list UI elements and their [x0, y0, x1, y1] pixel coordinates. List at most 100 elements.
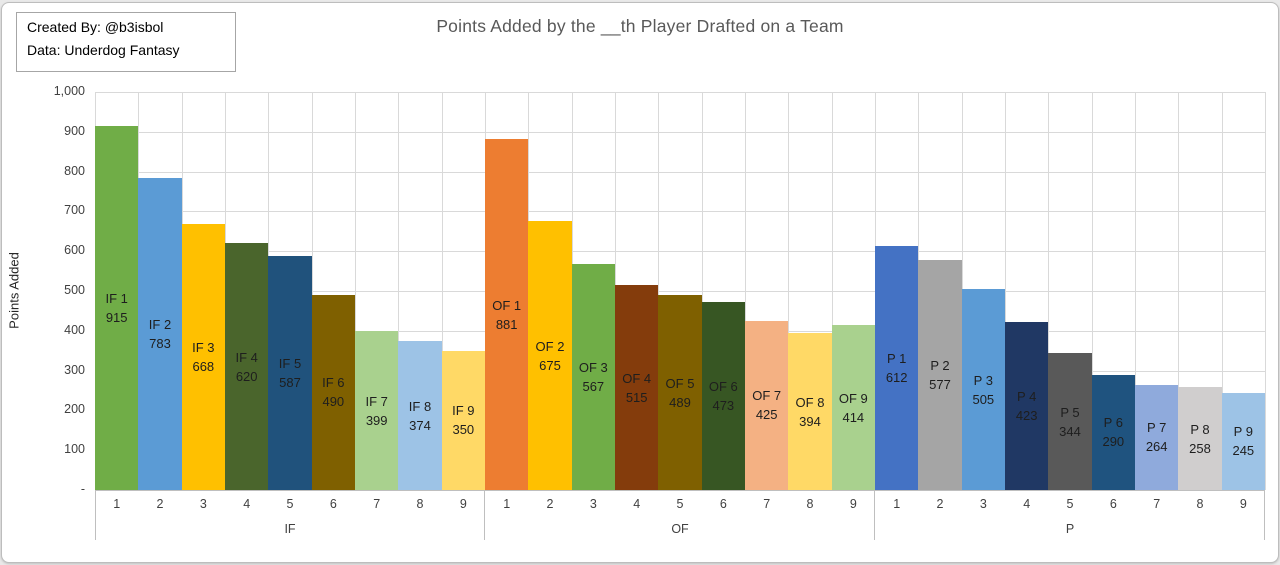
bar-data-label: P 7 264	[1135, 418, 1178, 456]
bar: IF 1 915	[95, 125, 139, 490]
x-tick-label: 8	[1196, 497, 1204, 511]
bar-data-label: OF 8 394	[788, 393, 831, 431]
vertical-gridline	[701, 92, 703, 490]
x-tick-label: 7	[763, 497, 771, 511]
bar: P 1 612	[875, 246, 919, 490]
bar-data-label: IF 7 399	[355, 392, 398, 430]
vertical-gridline	[1178, 92, 1180, 490]
bar: P 5 344	[1048, 353, 1092, 490]
bar-data-label: IF 4 620	[225, 348, 268, 386]
vertical-gridline	[311, 92, 313, 490]
x-tick-label: 9	[849, 497, 857, 511]
bar-data-label: OF 6 473	[702, 377, 745, 415]
x-tick-label: 1	[893, 497, 901, 511]
bar-data-label: OF 3 567	[572, 358, 615, 396]
group-separator	[95, 490, 96, 540]
y-tick-label: 800	[64, 163, 85, 178]
x-tick-label: 9	[459, 497, 467, 511]
x-tick-label: 6	[329, 497, 337, 511]
bar: P 9 245	[1221, 392, 1265, 490]
bar-label-name: P 6	[1103, 415, 1123, 431]
bar: OF 8 394	[788, 333, 832, 490]
group-separator	[1264, 490, 1265, 540]
bar-label-name: IF 7	[365, 393, 388, 409]
bar-data-label: P 6 290	[1092, 413, 1135, 451]
bar: P 7 264	[1135, 384, 1179, 490]
bar-label-value: 290	[1102, 434, 1125, 450]
bar-label-name: IF 5	[278, 356, 302, 372]
bar: OF 5 489	[658, 295, 702, 490]
bar: OF 6 473	[701, 301, 745, 490]
x-tick-label: 2	[156, 497, 164, 511]
horizontal-gridline	[95, 131, 1265, 133]
bar-label-name: IF 1	[105, 290, 128, 306]
bar-label-value: 490	[322, 394, 345, 410]
bar: P 2 577	[918, 260, 962, 490]
vertical-gridline	[441, 92, 443, 490]
bar-label-name: OF 2	[535, 338, 565, 354]
horizontal-gridline	[95, 171, 1265, 173]
horizontal-gridline	[95, 92, 1265, 93]
vertical-gridline	[1221, 92, 1223, 490]
bar-label-name: P 8	[1190, 421, 1210, 437]
bar-data-label: OF 2 675	[528, 337, 571, 375]
bar-label-name: P 2	[930, 358, 950, 374]
x-tick-label: 5	[286, 497, 294, 511]
x-tick-label: 7	[1153, 497, 1161, 511]
bar-label-name: OF 1	[492, 297, 522, 313]
bar-data-label: IF 9 350	[442, 401, 485, 439]
bar-label-value: 783	[149, 336, 171, 352]
x-tick-label: 3	[199, 497, 207, 511]
annotation-box: Created By: @b3isbol Data: Underdog Fant…	[16, 12, 236, 72]
bar-label-value: 489	[669, 394, 691, 410]
bar-label-name: OF 5	[665, 375, 695, 391]
bar-data-label: P 5 344	[1048, 403, 1091, 441]
bar-label-name: OF 6	[708, 378, 738, 394]
bar-data-label: IF 2 783	[138, 315, 181, 353]
bar-label-value: 881	[495, 316, 518, 332]
bar-label-name: IF 4	[235, 349, 258, 365]
x-tick-label: 1	[503, 497, 511, 511]
bar-label-value: 399	[365, 412, 388, 428]
x-tick-label: 5	[676, 497, 684, 511]
x-tick-label: 5	[1066, 497, 1074, 511]
x-tick-label: 7	[373, 497, 381, 511]
bar: OF 7 425	[745, 320, 789, 490]
bar-data-label: OF 9 414	[832, 389, 875, 427]
vertical-gridline	[1265, 92, 1266, 490]
bar-label-value: 587	[279, 375, 301, 391]
bar-label-value: 245	[1232, 443, 1255, 459]
vertical-gridline	[831, 92, 833, 490]
bar-data-label: OF 4 515	[615, 369, 658, 407]
bar-label-name: IF 2	[148, 317, 172, 333]
vertical-gridline	[788, 92, 790, 490]
y-tick-label: 200	[64, 402, 85, 417]
bar: P 6 290	[1091, 374, 1135, 490]
bar: P 8 258	[1178, 387, 1222, 490]
bar: IF 5 587	[268, 256, 312, 490]
y-tick-label: 300	[64, 362, 85, 377]
axis-group-label: IF	[284, 522, 296, 536]
bar-label-name: P 5	[1060, 404, 1080, 420]
x-tick-label: 3	[589, 497, 597, 511]
x-tick-label: 2	[546, 497, 554, 511]
plot-area: IF 1 915 IF 2 783 IF 3 668 IF 4 620 IF 5 587 IF 6 4…	[95, 92, 1266, 490]
bar-data-label: IF 5 587	[268, 354, 311, 392]
bar-data-label: OF 1 881	[485, 296, 528, 334]
bar-label-name: IF 9	[452, 403, 475, 419]
x-tick-label: 8	[806, 497, 814, 511]
axis-group-label: OF	[671, 522, 689, 536]
axis-group-label: P	[1065, 522, 1075, 536]
bar-label-name: OF 8	[795, 394, 825, 410]
y-tick-label: 700	[64, 203, 85, 218]
x-tick-label: 6	[719, 497, 727, 511]
bar-data-label: P 4 423	[1005, 387, 1048, 425]
bar-label-name: IF 3	[192, 340, 215, 356]
bar-label-value: 612	[885, 370, 908, 386]
bar-label-value: 350	[452, 422, 475, 438]
bar: IF 4 620	[225, 243, 269, 490]
x-tick-label: 9	[1239, 497, 1247, 511]
bar-label-value: 505	[972, 391, 995, 407]
bar-label-name: P 4	[1017, 388, 1037, 404]
x-tick-label: 3	[979, 497, 987, 511]
